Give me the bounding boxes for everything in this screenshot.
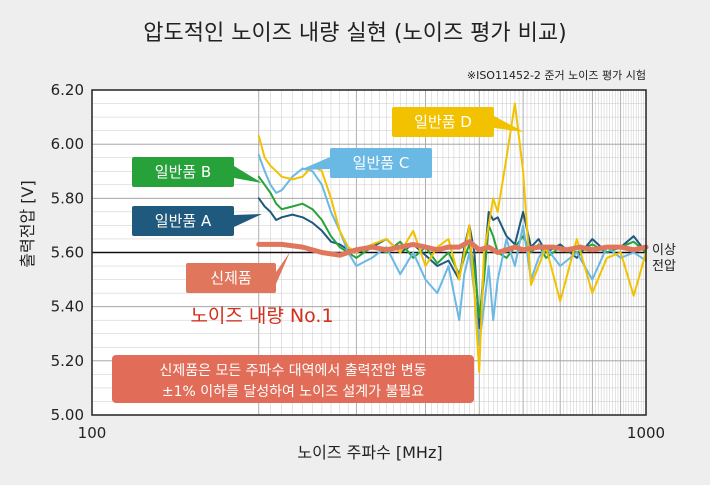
- callout-box-신제품: [186, 263, 276, 293]
- y-tick-label: 5.60: [51, 244, 84, 262]
- y-tick-label: 5.20: [51, 352, 84, 370]
- callout-label-일반품-C: 일반품 C: [353, 154, 410, 172]
- y-tick-label: 6.20: [51, 81, 84, 99]
- callout-pointer-일반품-C: [300, 157, 330, 170]
- side-label-lower: 전압: [652, 259, 676, 274]
- callout-pointer-일반품-B: [234, 166, 262, 183]
- summary-banner: [112, 355, 474, 403]
- callout-pointer-신제품: [276, 252, 290, 284]
- banner-line-1: 신제품은 모든 주파수 대역에서 출력전압 변동: [160, 363, 427, 379]
- side-label-upper: 이상: [652, 243, 676, 258]
- callout-label-일반품-A: 일반품 A: [155, 212, 212, 230]
- x-tick-label: 1000: [627, 424, 665, 442]
- y-tick-label: 5.00: [51, 406, 84, 424]
- callout-label-일반품-B: 일반품 B: [155, 163, 211, 181]
- plot-frame: [91, 89, 647, 416]
- y-axis-label: 출력전압 [V]: [18, 180, 37, 267]
- chart-title: 압도적인 노이즈 내량 실현 (노이즈 평가 비교): [143, 21, 566, 46]
- banner-line-2: ±1% 이하를 달성하여 노이즈 설계가 불필요: [162, 384, 424, 400]
- x-axis-label: 노이즈 주파수 [MHz]: [297, 443, 442, 462]
- callout-pointer-일반품-A: [234, 214, 262, 227]
- series-line-일반품-C: [257, 154, 647, 346]
- callout-label-일반품-D: 일반품 D: [414, 113, 472, 131]
- y-tick-label: 5.80: [51, 189, 84, 207]
- y-tick-label: 5.40: [51, 298, 84, 316]
- callout-box-일반품-D: [392, 107, 494, 137]
- y-tick-labels: 5.00 5.20 5.40 5.60 5.80 6.00 6.20: [51, 81, 84, 424]
- callout-box-일반품-C: [330, 148, 432, 178]
- brand-claim: 노이즈 내량 No.1: [190, 305, 333, 327]
- x-tick-label: 100: [78, 424, 107, 442]
- series-line-신제품: [256, 239, 649, 258]
- y-tick-label: 6.00: [51, 135, 84, 153]
- x-tick-labels: 100 1000: [78, 424, 665, 442]
- callout-box-일반품-B: [132, 157, 234, 187]
- series-callouts: 일반품 B 일반품 A 일반품 C 일반품 D 신제품: [132, 107, 524, 293]
- callout-label-신제품: 신제품: [210, 269, 251, 287]
- test-note: ※ISO11452-2 준거 노이즈 평가 시험: [467, 69, 646, 82]
- callout-pointer-일반품-D: [494, 116, 524, 132]
- callout-box-일반품-A: [132, 206, 234, 236]
